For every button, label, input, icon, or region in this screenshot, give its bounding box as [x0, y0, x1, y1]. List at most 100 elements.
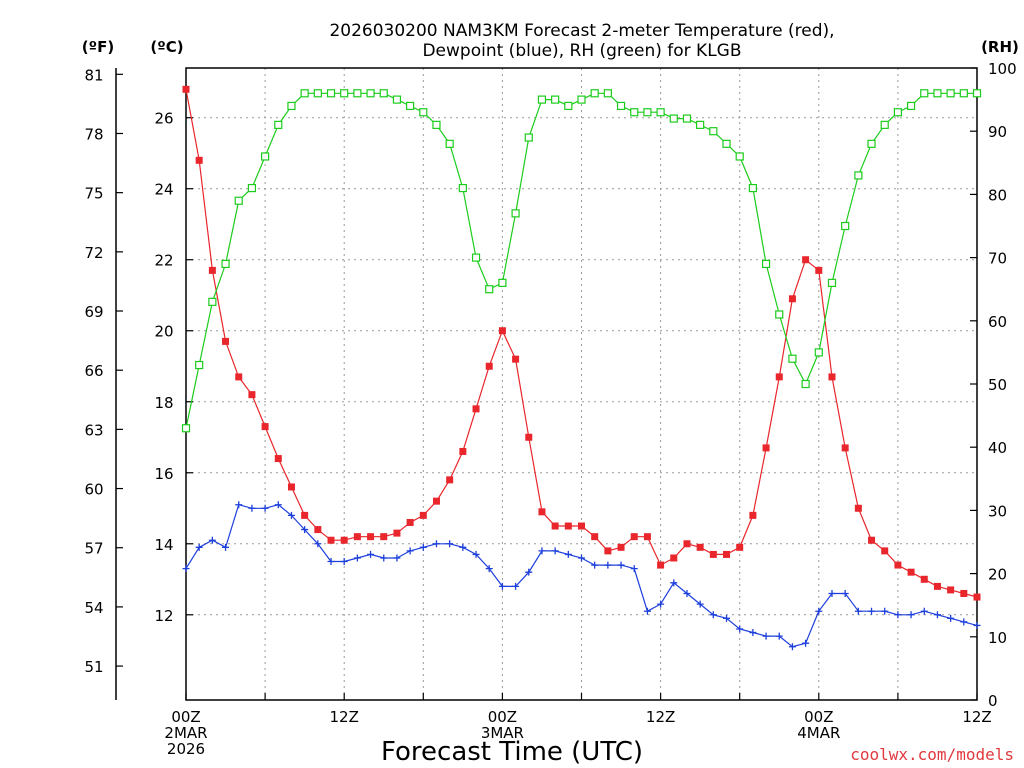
celsius-tick-label: 20 — [154, 323, 173, 341]
data-point — [630, 565, 638, 573]
data-point — [419, 511, 427, 519]
celsius-tick-label: 18 — [154, 394, 173, 412]
data-point — [643, 607, 651, 615]
x-tick-label: 12Z — [646, 708, 675, 726]
data-point — [591, 561, 599, 569]
data-point — [353, 533, 361, 541]
celsius-tick-label: 12 — [154, 607, 173, 625]
data-point — [472, 405, 480, 413]
data-point — [815, 607, 823, 615]
data-point — [868, 607, 876, 615]
data-point — [907, 568, 915, 576]
fahrenheit-tick-label: 60 — [84, 481, 103, 499]
data-point — [181, 424, 191, 433]
data-point — [235, 501, 243, 509]
data-point — [669, 114, 678, 123]
data-point — [723, 550, 731, 558]
rh-tick-label: 0 — [988, 692, 998, 710]
fahrenheit-tick-label: 81 — [84, 66, 103, 84]
data-point — [749, 629, 757, 637]
data-point — [380, 554, 388, 562]
data-point — [841, 589, 849, 597]
fahrenheit-tick-label: 66 — [84, 362, 103, 380]
data-point — [274, 120, 283, 129]
data-point — [788, 643, 796, 651]
data-point — [973, 593, 981, 601]
data-point — [972, 89, 982, 98]
data-point — [313, 89, 322, 98]
data-point — [182, 85, 190, 93]
data-point — [590, 89, 599, 98]
x-tick-label: 3MAR — [481, 724, 524, 742]
data-point — [630, 533, 638, 541]
axes — [115, 67, 978, 701]
data-point — [788, 354, 797, 363]
tick-labels: 1214161820222426515457606366697275788101… — [84, 60, 1016, 758]
fahrenheit-tick-label: 63 — [84, 421, 103, 439]
data-point — [880, 120, 889, 129]
data-point — [446, 540, 454, 548]
data-point — [432, 497, 440, 505]
x-tick-label: 00Z — [488, 708, 517, 726]
series-plus — [182, 501, 981, 651]
x-tick-label: 12Z — [330, 708, 359, 726]
data-point — [551, 95, 560, 104]
data-point — [617, 561, 625, 569]
fahrenheit-tick-label: 75 — [84, 185, 103, 203]
data-point — [525, 568, 533, 576]
data-point — [761, 259, 771, 269]
data-point — [300, 89, 309, 98]
rh-tick-label: 30 — [988, 502, 1007, 520]
data-point — [868, 536, 876, 544]
data-point — [393, 554, 401, 562]
data-point — [261, 423, 269, 431]
data-point — [828, 373, 836, 381]
data-point — [854, 607, 862, 615]
data-point — [340, 536, 348, 544]
data-point — [973, 621, 981, 629]
fahrenheit-axis-label: (ºF) — [82, 38, 114, 56]
data-point — [511, 209, 520, 218]
data-point — [959, 89, 968, 98]
data-point — [867, 139, 876, 148]
data-point — [841, 444, 849, 452]
data-point — [762, 444, 770, 452]
gridlines — [186, 68, 977, 700]
data-point — [960, 618, 968, 626]
data-point — [432, 120, 441, 129]
data-point — [538, 547, 546, 555]
data-point — [274, 455, 282, 463]
data-point — [367, 550, 375, 558]
credit-text[interactable]: coolwx.com/models — [850, 745, 1014, 764]
data-point — [643, 533, 651, 541]
data-point — [933, 89, 942, 98]
data-point — [696, 543, 704, 551]
x-tick-label: 00Z — [804, 708, 833, 726]
data-point — [353, 554, 361, 562]
data-point — [287, 483, 295, 491]
data-point — [775, 310, 784, 319]
data-point — [814, 348, 823, 357]
data-point — [195, 360, 204, 370]
celsius-tick-label: 14 — [154, 536, 173, 554]
data-point — [630, 108, 639, 117]
data-point — [208, 266, 216, 274]
data-point — [894, 561, 902, 569]
data-point — [380, 533, 388, 541]
data-point — [881, 547, 889, 555]
celsius-axis-label: (ºC) — [150, 38, 183, 56]
data-point — [736, 625, 744, 633]
data-point — [591, 533, 599, 541]
data-point — [775, 373, 783, 381]
data-point — [709, 611, 717, 619]
data-point — [406, 547, 414, 555]
data-point — [485, 362, 493, 370]
x-tick-label: 12Z — [962, 708, 991, 726]
data-point — [960, 589, 968, 597]
rh-tick-label: 50 — [988, 376, 1007, 394]
chart-title: 2026030200 NAM3KM Forecast 2-meter Tempe… — [329, 21, 834, 61]
data-point — [946, 89, 955, 98]
series-filled-square — [182, 85, 981, 601]
data-point — [657, 600, 665, 608]
data-point — [208, 297, 217, 306]
